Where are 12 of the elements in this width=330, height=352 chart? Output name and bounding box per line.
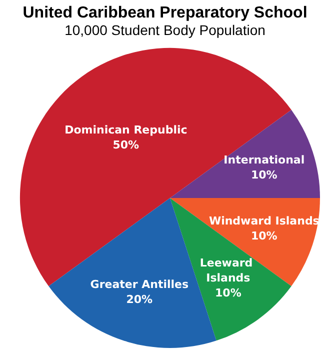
data-label: 10%	[250, 168, 278, 182]
slice-label: International	[224, 153, 305, 166]
slice-label: Leeward Islands	[200, 256, 257, 285]
slice-label: Dominican Republic	[64, 123, 188, 136]
slice-label: Windward Islands	[208, 214, 320, 228]
chart-subtitle: 10,000 Student Body Population	[64, 22, 266, 38]
data-label: 10%	[250, 230, 278, 243]
chart-title: United Caribbean Preparatory School	[22, 4, 308, 22]
data-label: 10%	[215, 286, 242, 300]
data-label: 50%	[112, 138, 140, 152]
data-label: 20%	[126, 293, 153, 306]
slice-label: Greater Antilles	[90, 278, 189, 292]
